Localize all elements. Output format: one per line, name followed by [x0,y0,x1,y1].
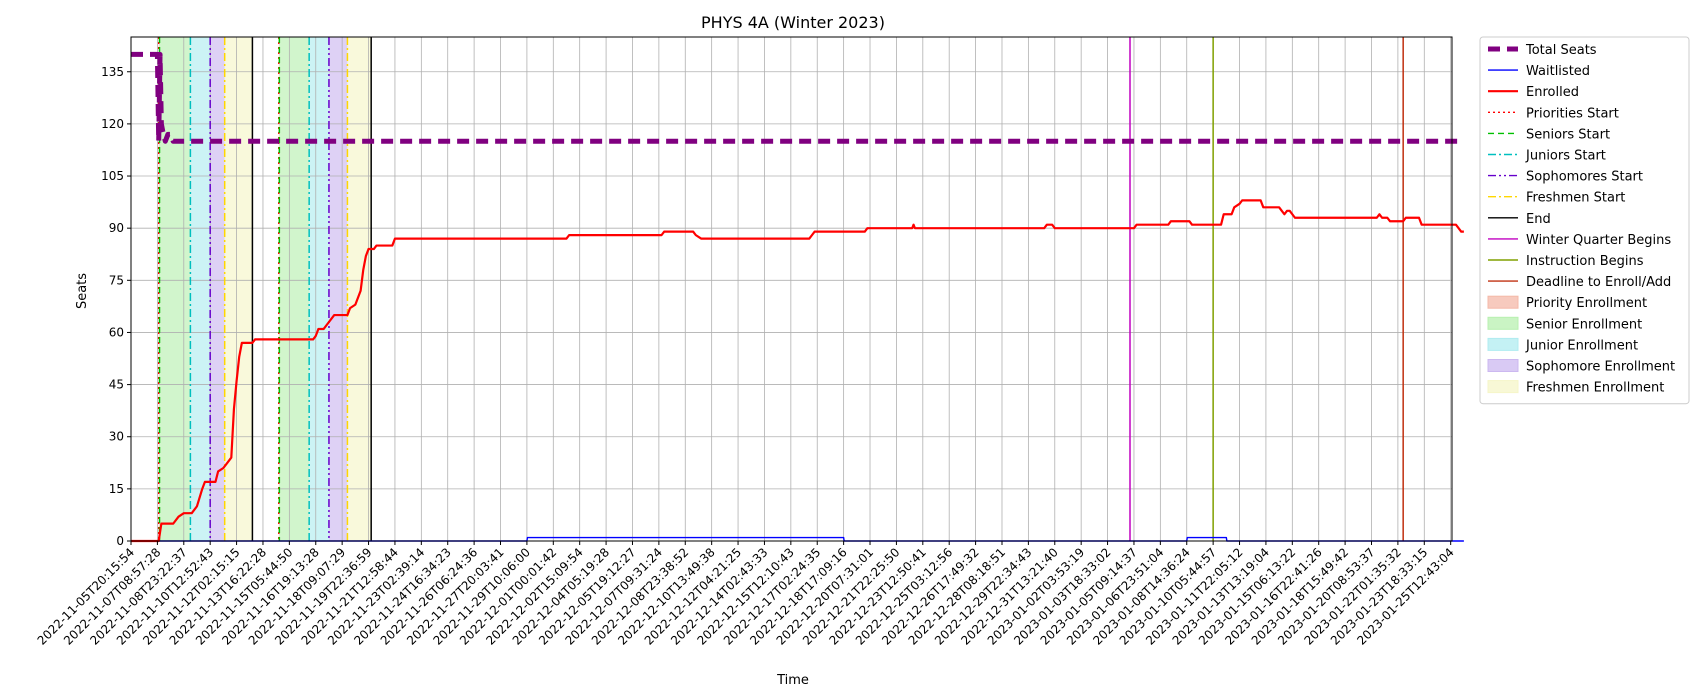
y-tick-label: 90 [109,221,124,235]
legend-label-16: Freshmen Enrollment [1526,381,1664,396]
span-2-0 [190,37,211,541]
legend-label-13: Senior Enrollment [1526,317,1642,332]
legend-label-7: Freshmen Start [1526,191,1625,206]
legend-swatch-12 [1487,295,1519,309]
y-axis-title: Seats [75,273,90,309]
legend-label-14: Junior Enrollment [1525,338,1638,353]
legend-swatch-16 [1487,380,1519,394]
axes-frame [130,36,1453,542]
y-tick-label: 120 [101,117,124,131]
legend-label-0: Total Seats [1525,43,1597,58]
y-tick-label: 60 [109,325,124,339]
legend-label-11: Deadline to Enroll/Add [1526,275,1671,290]
legend-label-4: Seniors Start [1526,127,1610,142]
legend-label-15: Sophomore Enrollment [1526,360,1675,375]
chart-title: PHYS 4A (Winter 2023) [701,13,885,32]
legend-label-10: Instruction Begins [1526,254,1644,269]
series-line-2 [131,199,1464,543]
legend-swatch-15 [1487,359,1519,372]
y-tick-label: 75 [109,273,124,287]
span-4-1 [347,37,372,541]
legend-label-3: Priorities Start [1526,106,1619,121]
span-3-1 [328,37,348,541]
span-1-1 [279,37,310,541]
y-tick-label: 0 [116,534,124,548]
x-axis-title: Time [776,673,809,688]
legend-label-6: Sophomores Start [1526,170,1643,185]
span-1-0 [159,37,191,541]
legend-label-1: Waitlisted [1526,64,1590,79]
legend-swatch-13 [1487,316,1519,330]
span-2-1 [309,37,329,541]
y-tick-label: 135 [101,65,124,79]
y-tick-label: 45 [109,378,124,392]
legend-label-9: Winter Quarter Begins [1526,233,1671,248]
span-3-0 [210,37,225,541]
y-tick-label: 15 [109,482,124,496]
legend-label-5: Juniors Start [1525,149,1606,164]
span-4-0 [224,37,253,541]
y-tick-label: 30 [109,430,124,444]
legend-label-2: Enrolled [1526,85,1579,100]
legend-label-8: End [1526,212,1551,227]
y-tick-label: 105 [101,169,124,183]
plot-area: 01530456075901051201352022-11-05T20:15:5… [35,36,1464,648]
series-line-0 [131,51,1464,144]
legend-box [1479,36,1690,405]
legend-swatch-14 [1487,337,1519,351]
legend-label-12: Priority Enrollment [1526,296,1647,311]
legend: Total Seats Waitlisted Enrolled Priorities … [1479,36,1690,405]
